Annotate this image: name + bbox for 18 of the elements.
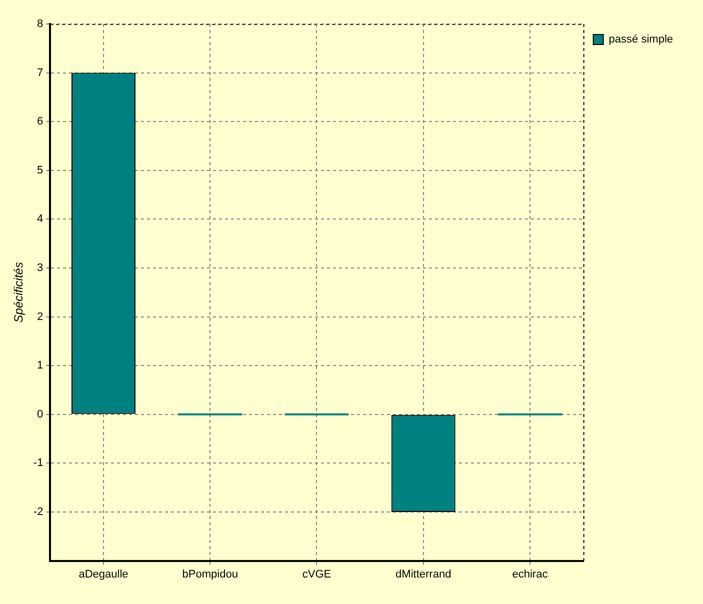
y-tick-label: -1 bbox=[33, 457, 44, 470]
y-tick-label: 2 bbox=[37, 310, 44, 323]
y-tick-label: 0 bbox=[37, 408, 44, 420]
legend-label: passé simple bbox=[608, 34, 674, 46]
x-tick-label: bPompidou bbox=[182, 568, 238, 580]
y-tick-label: 5 bbox=[37, 164, 44, 176]
x-tick-label: echirac bbox=[512, 568, 548, 580]
y-tick-label: 3 bbox=[37, 262, 44, 274]
y-tick-label: -2 bbox=[33, 506, 44, 518]
y-tick-label: 7 bbox=[37, 66, 44, 79]
y-tick-label: 4 bbox=[37, 213, 44, 226]
x-tick-label: cVGE bbox=[302, 568, 332, 580]
y-tick-label: 6 bbox=[37, 116, 44, 128]
y-axis-title: Spécificités bbox=[12, 262, 26, 323]
x-tick-label: dMitterrand bbox=[396, 568, 452, 580]
y-tick-label: 1 bbox=[37, 360, 44, 372]
y-tick-label: 8 bbox=[37, 18, 44, 30]
x-tick-label: aDegaulle bbox=[78, 568, 128, 580]
